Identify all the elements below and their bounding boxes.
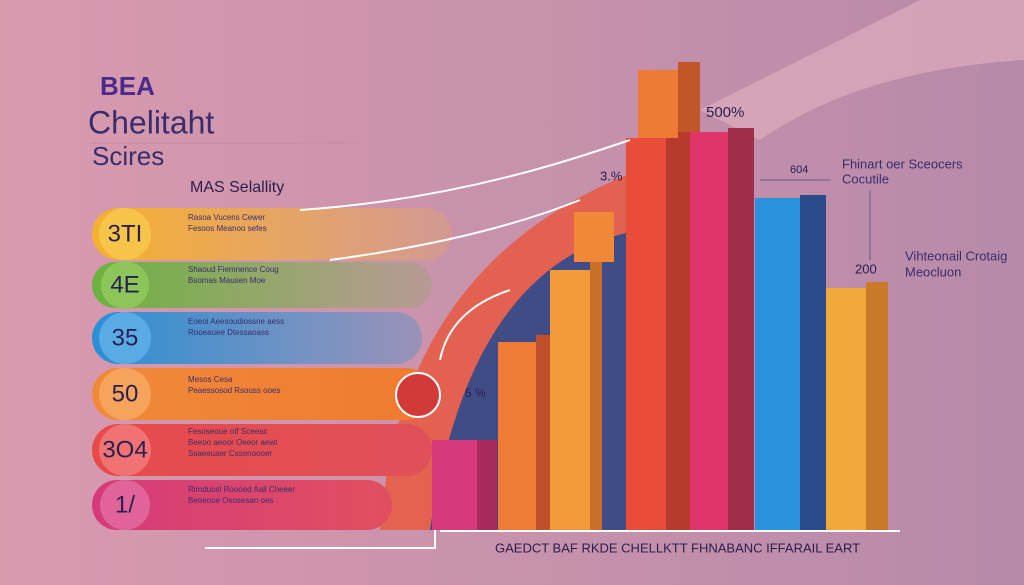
bar [574, 212, 614, 262]
bar-side [800, 195, 826, 530]
row-band [92, 208, 452, 260]
row-band [92, 312, 422, 364]
row-band [92, 262, 432, 308]
arrow [299, 139, 631, 211]
bar [638, 70, 678, 138]
icon-circle [395, 372, 441, 418]
tagline: MAS Selallity [190, 179, 284, 196]
row-text: Beoeooe Ososesan oes [188, 496, 273, 505]
arrow [329, 199, 581, 261]
badge: 50 [112, 380, 139, 407]
row-band [92, 480, 392, 530]
bar-side [678, 62, 700, 132]
bar-label: 604 [790, 164, 808, 176]
bar [826, 288, 866, 530]
row-text: Fesoos Meanoo sefes [188, 224, 267, 233]
bars [395, 62, 888, 530]
row-text: Eoeoi Aeesoudiossne aess [188, 317, 284, 326]
badge: 3O4 [102, 436, 147, 463]
bar [432, 440, 477, 530]
bar-side [666, 130, 690, 530]
note: Cocutile [842, 171, 889, 186]
badge: 1/ [115, 491, 135, 518]
row-text: Rasoa Vucens Cewer [188, 213, 265, 222]
badge-circle [99, 424, 151, 476]
badge: 35 [112, 324, 139, 351]
footer: GAEDCT BAF RKDE CHELLKTT FHNABANC IFFARA… [495, 540, 860, 555]
row-text: Rimduosl Roooed Aall Cheeer [188, 485, 296, 494]
bar [498, 342, 536, 530]
row-texts: Rasoa Vucens Cewer Fesoos Meanoo sefes Sha… [188, 213, 296, 505]
bar-label: 3.% [600, 168, 623, 183]
badge-circle [101, 261, 149, 309]
light-band [700, 0, 1024, 140]
arrow [205, 530, 436, 549]
row-text: Ssaeeuaer Cssenoooer [188, 449, 272, 458]
badge-circle [99, 368, 151, 420]
bar-label: 500% [706, 104, 744, 121]
subtitle: Scires [92, 141, 164, 171]
row-text: Shaoud Fiemnence Coug [188, 265, 279, 274]
row-band [92, 424, 432, 476]
bar-side [866, 282, 888, 530]
title: Chelitaht [88, 104, 214, 140]
arrow [439, 289, 511, 361]
badge: 3TI [108, 220, 143, 247]
note: Vihteonail Crotaig [905, 248, 1007, 263]
badge-circle [99, 312, 151, 364]
note: Meocluon [905, 264, 961, 279]
row-text: Mesos Cesa [188, 375, 233, 384]
row-text: Rooeauee Dtessaoass [188, 328, 269, 337]
bar-label: 200 [855, 261, 877, 276]
row-band [92, 368, 432, 420]
row-text: Fesoseoue otf Sceeac [188, 427, 268, 436]
row-text: Peaessosod Rsouss ooes [188, 386, 281, 395]
logo: BEA [100, 71, 155, 101]
bar-label: 5 % [465, 386, 486, 400]
note: Fhinart oer Sceocers [842, 156, 963, 171]
bar-side [590, 262, 602, 530]
bar [755, 198, 800, 530]
row-text: Bsomas Mausen Moe [188, 276, 266, 285]
bar [550, 270, 590, 530]
badge-circle [99, 208, 151, 260]
bar-side [728, 128, 754, 530]
bar [626, 138, 666, 530]
arrows [205, 139, 871, 549]
badge-circle [100, 480, 150, 530]
bar-side [536, 335, 550, 530]
rows [92, 208, 452, 530]
bar-side [477, 440, 497, 530]
bar [690, 132, 728, 530]
badge: 4E [110, 271, 139, 298]
row-text: Beeoo aeoor Oeeor aewt [188, 438, 278, 447]
